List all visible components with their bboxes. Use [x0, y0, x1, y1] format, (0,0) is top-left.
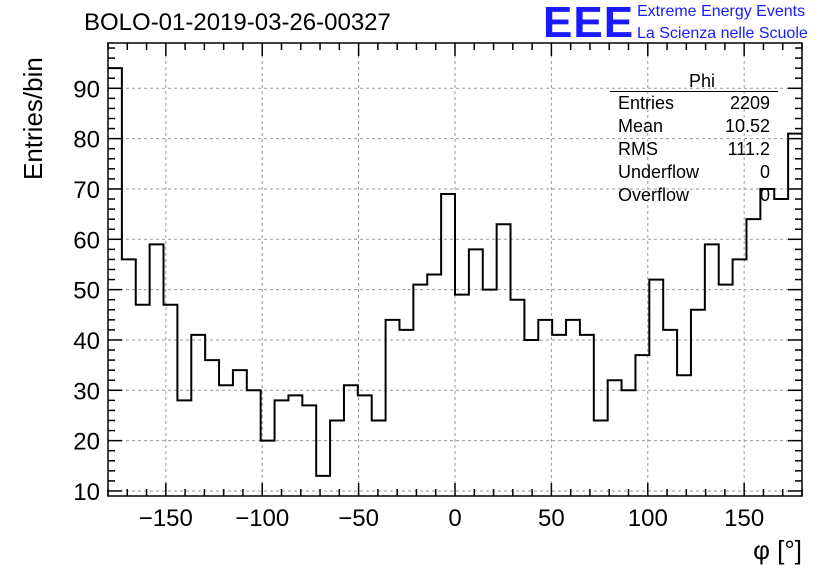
histogram-bin: [733, 259, 747, 496]
histogram-bin: [594, 421, 608, 497]
histogram-bin: [760, 189, 774, 496]
histogram-bars: [108, 67, 802, 497]
histogram-bin: [705, 244, 719, 496]
histogram-bin: [316, 476, 330, 496]
y-tick-label: 40: [73, 328, 100, 355]
stats-label: Entries: [618, 93, 675, 113]
histogram-bin: [150, 244, 164, 496]
y-tick-label: 60: [73, 227, 100, 254]
x-tick-label: −50: [338, 505, 379, 532]
histogram-bin: [344, 385, 358, 496]
y-axis-label: Entries/bin: [18, 57, 48, 180]
x-axis-label: φ [°]: [753, 535, 802, 565]
x-tick-label: 100: [628, 505, 668, 532]
histogram-bin: [774, 199, 788, 496]
histogram-bin: [608, 380, 622, 496]
histogram-bin: [219, 385, 233, 496]
histogram-bin: [288, 395, 302, 496]
histogram-bin: [649, 280, 663, 496]
x-tick-label: −100: [235, 505, 289, 532]
stats-label: Mean: [618, 116, 664, 136]
stats-row-rms: RMS 111.2: [610, 138, 778, 161]
x-tick-label: 50: [538, 505, 565, 532]
histogram-bin: [136, 305, 150, 496]
histogram-bin: [441, 194, 455, 496]
histogram-bin: [330, 421, 344, 497]
histogram-bin: [580, 335, 594, 496]
histogram-bin: [302, 405, 316, 496]
stats-value: 10.52: [724, 116, 770, 136]
stats-row-overflow: Overflow 0: [610, 184, 778, 207]
histogram-bin: [108, 68, 122, 496]
histogram-bin: [469, 249, 483, 496]
logo-line-2: La Scienza nelle Scuole: [637, 25, 808, 42]
histogram-bin: [691, 310, 705, 496]
histogram-bin: [622, 390, 636, 496]
histogram-bin: [177, 400, 191, 496]
stats-label: Underflow: [618, 162, 700, 182]
y-tick-label: 50: [73, 278, 100, 305]
histogram-bin: [372, 421, 386, 497]
histogram-bin: [677, 375, 691, 496]
histogram-bin: [358, 395, 372, 496]
grid: [108, 43, 802, 496]
histogram-bin: [275, 400, 289, 496]
x-tick-label: 150: [724, 505, 764, 532]
y-tick-label: 90: [73, 76, 100, 103]
stats-value: 2209: [729, 93, 770, 113]
x-tick-label: −150: [139, 505, 193, 532]
y-tick-label: 10: [73, 479, 100, 506]
stats-value: 0: [759, 185, 770, 205]
y-tick-label: 30: [73, 378, 100, 405]
histogram-bin: [746, 219, 760, 496]
y-tick-label: 80: [73, 127, 100, 154]
y-tick-label: 70: [73, 177, 100, 204]
logo-line-1: Extreme Energy Events: [637, 3, 806, 20]
plot-title: BOLO-01-2019-03-26-00327: [84, 9, 391, 36]
axis-ticks: [107, 42, 803, 497]
histogram-bin: [233, 370, 247, 496]
histogram-bin: [122, 259, 136, 496]
stats-value: 111.2: [727, 139, 770, 159]
histogram-bin: [524, 340, 538, 496]
histogram-bin: [483, 290, 497, 496]
histogram-bin: [191, 335, 205, 496]
histogram-bin: [788, 134, 802, 496]
histogram-bin: [164, 305, 178, 496]
y-tick-label: 20: [73, 429, 100, 456]
histogram-bin: [455, 295, 469, 496]
histogram-bin: [413, 285, 427, 496]
histogram-bin: [663, 330, 677, 496]
histogram-bin: [511, 300, 525, 496]
histogram-bin: [247, 390, 261, 496]
histogram-bin: [552, 335, 566, 496]
stats-title: Phi: [610, 71, 778, 92]
stats-value: 0: [759, 162, 770, 182]
eee-logo: EEE: [543, 0, 635, 47]
histogram-outline: [108, 67, 802, 477]
stats-row-mean: Mean 10.52: [610, 115, 778, 138]
histogram-bin: [719, 285, 733, 496]
histogram-bin: [427, 275, 441, 496]
stats-label: Overflow: [618, 185, 690, 205]
histogram-bin: [497, 224, 511, 496]
histogram-bin: [566, 320, 580, 496]
histogram-bin: [635, 355, 649, 496]
stats-box: Phi Entries 2209 Mean 10.52 RMS 111.2 Un…: [610, 71, 778, 207]
stats-label: RMS: [618, 139, 658, 159]
stats-row-underflow: Underflow 0: [610, 161, 778, 184]
histogram-bin: [386, 320, 400, 496]
histogram-bin: [205, 360, 219, 496]
x-tick-label: 0: [448, 505, 461, 532]
histogram-bin: [538, 320, 552, 496]
tick-labels: −150 −100 −50 0 50 100 150 10 20 30 40 50 60 70 80 90: [73, 76, 764, 532]
stats-row-entries: Entries 2209: [610, 92, 778, 115]
histogram-bin: [399, 330, 413, 496]
